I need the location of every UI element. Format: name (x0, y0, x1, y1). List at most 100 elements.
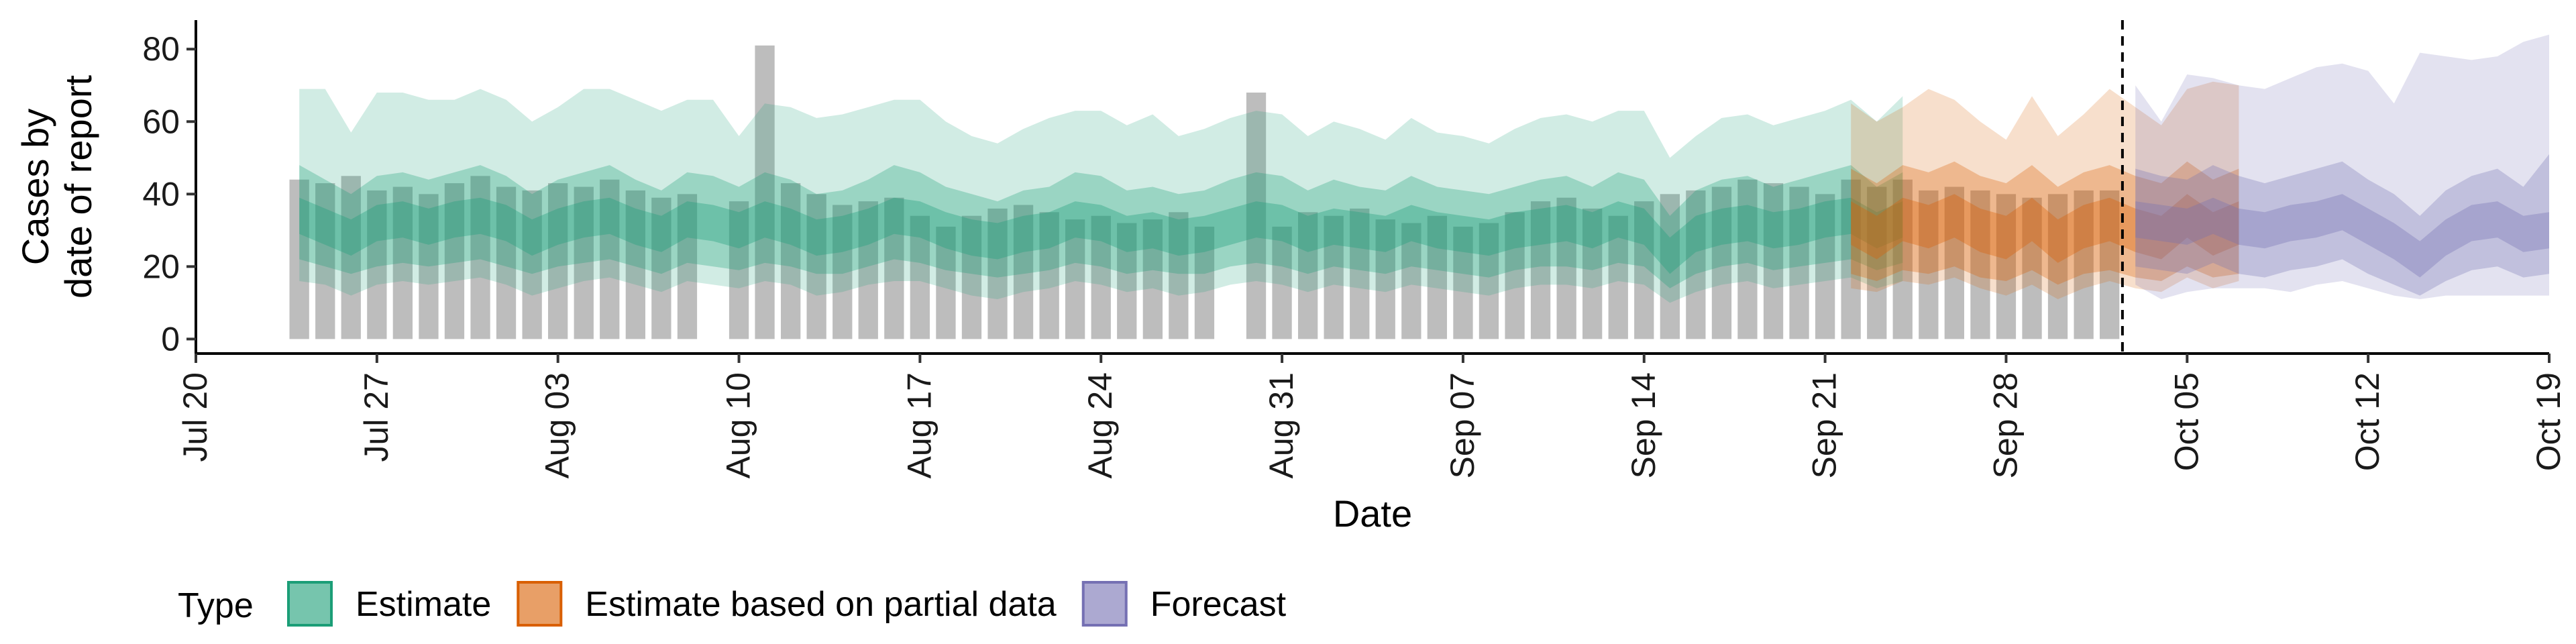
reported-cases-bar (781, 183, 801, 339)
reported-cases-bar (1711, 186, 1732, 339)
reported-cases-bar (1117, 223, 1137, 339)
reported-cases-bar (625, 190, 645, 339)
legend-swatch (1081, 581, 1128, 627)
reported-cases-bar (341, 176, 361, 339)
reported-cases-bar (936, 226, 956, 339)
ribbon-inner-series-3 (2135, 194, 2549, 278)
x-tick-label: Oct 19 (2530, 372, 2567, 471)
reported-cases-bar (1582, 208, 1603, 339)
y-tick-label: 40 (142, 175, 180, 213)
reported-cases-bar (1039, 212, 1059, 339)
legend-swatch (287, 581, 333, 627)
reported-cases-bar (496, 186, 517, 339)
reported-cases-bar (392, 186, 413, 339)
reported-cases-bar (1763, 183, 1784, 339)
y-tick-label: 0 (161, 320, 180, 358)
reported-cases-bar (1686, 190, 1706, 339)
x-tick-label: Sep 14 (1625, 372, 1662, 478)
reported-cases-bar (1375, 219, 1395, 339)
reported-cases-bar (1996, 194, 2017, 339)
reported-cases-bar (1142, 219, 1163, 339)
legend-label: Forecast (1150, 585, 1287, 624)
reported-cases-bar (2047, 194, 2068, 339)
reported-cases-bar (600, 179, 620, 339)
reported-cases-bar (1634, 201, 1654, 339)
reported-cases-bar (1660, 194, 1680, 339)
x-tick-label: Aug 03 (539, 372, 576, 478)
legend-label: Estimate based on partial data (585, 585, 1057, 624)
x-tick-label: Sep 28 (1986, 372, 2024, 478)
reported-cases-bar (522, 190, 542, 339)
legend-title: Type (178, 586, 254, 625)
reported-cases-bar (1246, 93, 1267, 339)
reported-cases-bar (367, 190, 387, 339)
reported-cases-bar (470, 176, 490, 339)
axes: 0 20 40 60 80 Jul 20 Jul 27 Aug 03 Aug 10 Aug 17 A… (142, 20, 2567, 478)
reported-cases-bar (1091, 215, 1111, 339)
x-tick-label: Aug 31 (1263, 372, 1300, 478)
ribbon-outer-series-3 (2135, 34, 2549, 299)
reported-cases-bar (1065, 219, 1085, 339)
x-tick-label: Sep 21 (1806, 372, 1843, 478)
x-tick-label: Aug 10 (720, 372, 757, 478)
ribbon-outer-series-2 (1851, 81, 2239, 300)
reported-cases-bar (910, 215, 930, 339)
reported-cases-bar (1944, 186, 1964, 339)
x-tick-label: Aug 24 (1081, 372, 1119, 478)
reported-cases-bar (1867, 186, 1887, 339)
reported-cases-bar (2022, 197, 2042, 339)
reported-cases-bar (548, 183, 568, 339)
legend-item-1: Estimate (287, 581, 491, 627)
reported-cases-bar (651, 197, 672, 339)
legend-swatch (517, 581, 563, 627)
reported-cases-bar (1892, 179, 1913, 339)
x-tick-label: Oct 12 (2349, 372, 2386, 471)
reported-cases-bar (1324, 215, 1344, 339)
reported-cases-bar (729, 201, 749, 339)
x-tick-label: Aug 17 (900, 372, 938, 478)
reported-cases-bar (1479, 223, 1499, 339)
legend-item-2: Estimate based on partial data (517, 581, 1057, 627)
reported-cases-bar (833, 205, 853, 339)
ribbon-outer-series-1 (299, 89, 1903, 303)
reported-cases-bar (1453, 226, 1473, 339)
reported-cases-bar (987, 208, 1008, 339)
ribbon-mid-series-1 (299, 165, 1903, 288)
reported-cases-bar (1194, 226, 1215, 339)
y-axis-title-line2: date of report (57, 75, 99, 299)
reported-cases-bar (574, 186, 594, 339)
ribbon-inner-series-2 (1851, 194, 2239, 263)
reported-cases-bar (1013, 205, 1034, 339)
reported-cases-bar (1737, 179, 1758, 339)
x-tick-label: Jul 27 (358, 372, 395, 462)
reported-cases-bar (1272, 226, 1292, 339)
reported-cases-bar (1815, 194, 1835, 339)
reported-cases-bar (419, 194, 439, 339)
reported-cases-bar (1841, 179, 1861, 339)
reported-cases-bar (2100, 190, 2120, 339)
y-tick-label: 20 (142, 248, 180, 285)
x-axis-title: Date (1333, 492, 1412, 535)
reported-cases-bar (1970, 190, 1990, 339)
reported-cases-bar (1169, 212, 1189, 339)
reported-cases-bar (1350, 208, 1370, 339)
x-tick-label: Sep 07 (1444, 372, 1481, 478)
reported-cases-bars (289, 45, 2120, 339)
reported-cases-bar (1401, 223, 1421, 339)
y-tick-label: 60 (142, 103, 180, 140)
reported-cases-bar (1427, 215, 1447, 339)
ribbon-mid-series-3 (2135, 154, 2549, 296)
reported-cases-bar (2074, 190, 2094, 339)
reported-cases-bar (806, 194, 826, 339)
reported-cases-bar (884, 197, 904, 339)
estimate-ribbons (299, 34, 2549, 303)
legend-label: Estimate (356, 585, 491, 624)
x-tick-label: Jul 20 (176, 372, 214, 462)
reported-cases-bar (1530, 201, 1551, 339)
reported-cases-bar (1789, 186, 1809, 339)
y-tick-label: 80 (142, 30, 180, 68)
reported-cases-bar (1608, 215, 1628, 339)
legend-item-3: Forecast (1081, 581, 1287, 627)
